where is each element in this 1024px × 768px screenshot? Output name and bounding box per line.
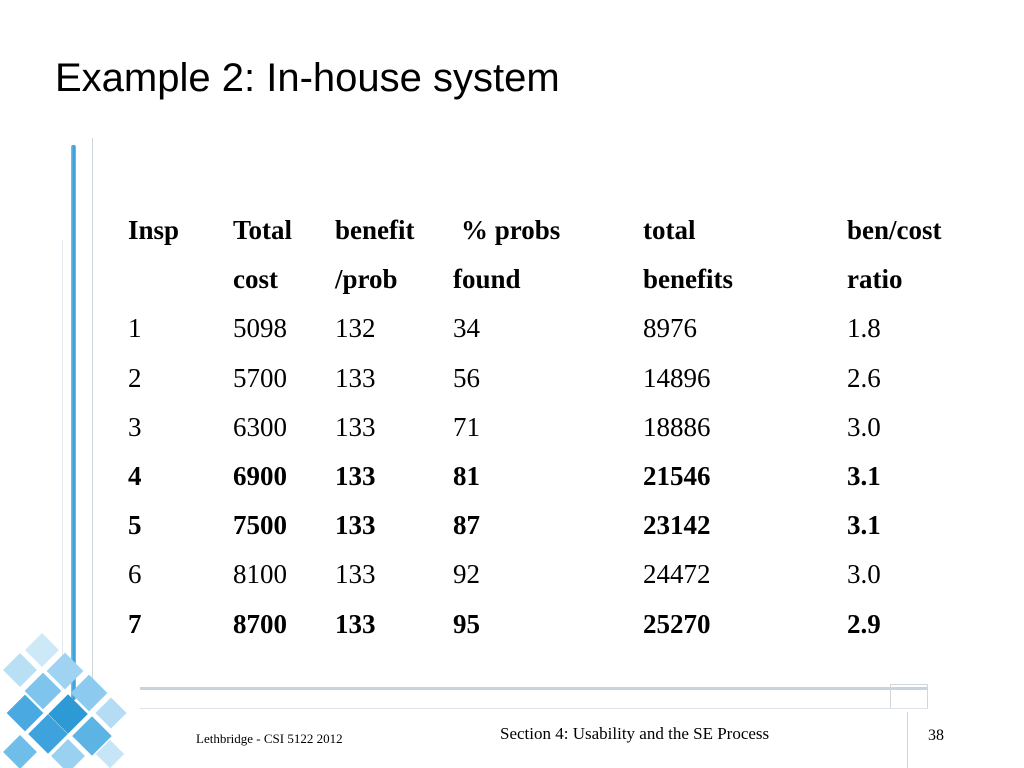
table-cell: 133 bbox=[335, 559, 376, 590]
frame-vertical-line-outer bbox=[62, 240, 63, 690]
table-cell: 3.0 bbox=[847, 559, 881, 590]
frame-horizontal-line bbox=[140, 687, 928, 690]
header-cell: Insp bbox=[128, 215, 180, 246]
table-cell: 87 bbox=[453, 510, 480, 541]
table-row: 6 8100 133 92 24472 3.0 bbox=[128, 550, 977, 599]
data-table: Insp Total benefit % probs total ben/cos… bbox=[128, 206, 977, 649]
footer-section-label: Section 4: Usability and the SE Process bbox=[500, 724, 770, 743]
table-cell: 8976 bbox=[643, 313, 697, 344]
table-cell: 5 bbox=[128, 510, 142, 541]
table-cell: 133 bbox=[335, 362, 376, 393]
frame-corner-box bbox=[890, 684, 928, 708]
frame-accent-bar bbox=[71, 145, 76, 700]
table-cell: 34 bbox=[453, 313, 480, 344]
corner-mosaic-graphic bbox=[3, 633, 127, 768]
table-cell: 5700 bbox=[233, 362, 287, 393]
table-cell: 92 bbox=[453, 559, 480, 590]
footer-divider bbox=[907, 712, 908, 768]
header-cell: benefits bbox=[643, 264, 733, 295]
table-cell: 6300 bbox=[233, 411, 287, 442]
table-cell: 7 bbox=[128, 608, 142, 639]
frame-horizontal-line-lower bbox=[140, 708, 928, 709]
header-cell: total bbox=[643, 215, 696, 246]
slide-title: Example 2: In-house system bbox=[55, 56, 560, 100]
table-cell: 133 bbox=[335, 510, 376, 541]
table-cell: 24472 bbox=[643, 559, 711, 590]
table-cell: 2.9 bbox=[847, 608, 881, 639]
table-row: 4 6900 133 81 21546 3.1 bbox=[128, 452, 977, 501]
table-cell: 14896 bbox=[643, 362, 711, 393]
table-cell: 3.1 bbox=[847, 510, 881, 541]
table-cell: 6 bbox=[128, 559, 142, 590]
header-cell: Total bbox=[233, 215, 293, 246]
table-cell: 7500 bbox=[233, 510, 287, 541]
table-cell: 21546 bbox=[643, 461, 711, 492]
table-header-row: cost /prob found benefits ratio bbox=[128, 255, 977, 304]
frame-vertical-line bbox=[92, 138, 93, 698]
table-cell: 23142 bbox=[643, 510, 711, 541]
table-cell: 8700 bbox=[233, 608, 287, 639]
header-cell: benefit bbox=[335, 215, 415, 246]
table-cell: 18886 bbox=[643, 411, 711, 442]
header-cell bbox=[128, 255, 233, 304]
footer-page-number: 38 bbox=[928, 727, 944, 744]
table-cell: 1 bbox=[128, 313, 142, 344]
table-cell: 2.6 bbox=[847, 362, 881, 393]
table-row: 5 7500 133 87 23142 3.1 bbox=[128, 501, 977, 550]
table-row: 7 8700 133 95 25270 2.9 bbox=[128, 600, 977, 649]
footer-course-label: Lethbridge - CSI 5122 2012 bbox=[196, 731, 343, 746]
table-cell: 25270 bbox=[643, 608, 711, 639]
header-cell: ratio bbox=[847, 264, 903, 295]
table-cell: 4 bbox=[128, 461, 142, 492]
table-header-row: Insp Total benefit % probs total ben/cos… bbox=[128, 206, 977, 255]
table-cell: 6900 bbox=[233, 461, 287, 492]
table-cell: 8100 bbox=[233, 559, 287, 590]
table-cell: 3 bbox=[128, 411, 142, 442]
header-cell: ben/cost bbox=[847, 215, 942, 246]
table-cell: 71 bbox=[453, 411, 480, 442]
header-cell-text: % probs bbox=[461, 215, 561, 246]
table-cell: 3.1 bbox=[847, 461, 881, 492]
header-cell: found bbox=[453, 264, 521, 295]
table-cell: 95 bbox=[453, 608, 480, 639]
table-row: 1 5098 132 34 8976 1.8 bbox=[128, 304, 977, 353]
table-cell: 1.8 bbox=[847, 313, 881, 344]
header-cell: /prob bbox=[335, 264, 398, 295]
table-cell: 133 bbox=[335, 461, 376, 492]
table-cell: 81 bbox=[453, 461, 480, 492]
header-cell: cost bbox=[233, 264, 278, 295]
table-cell: 133 bbox=[335, 411, 376, 442]
header-cell: % probs bbox=[453, 206, 643, 255]
table-cell: 3.0 bbox=[847, 411, 881, 442]
table-cell: 56 bbox=[453, 362, 480, 393]
table-cell: 132 bbox=[335, 313, 376, 344]
table-cell: 5098 bbox=[233, 313, 287, 344]
table-cell: 2 bbox=[128, 362, 142, 393]
table-row: 3 6300 133 71 18886 3.0 bbox=[128, 403, 977, 452]
table-cell: 133 bbox=[335, 608, 376, 639]
table-row: 2 5700 133 56 14896 2.6 bbox=[128, 354, 977, 403]
